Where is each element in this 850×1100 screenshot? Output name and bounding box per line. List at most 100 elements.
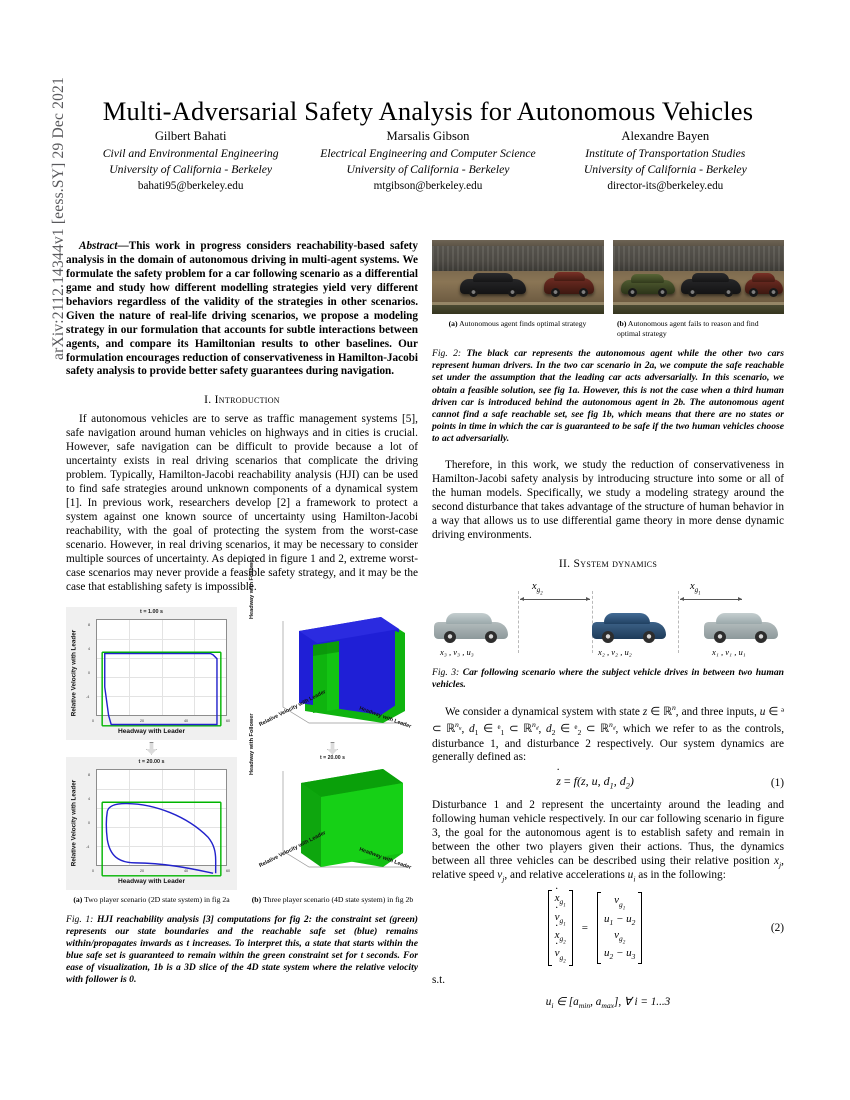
figure-1: t = 1.00 s Relative Velocity with Leader (66, 557, 418, 987)
system-dynamics-paragraph-2: Disturbance 1 and 2 represent the uncert… (432, 798, 784, 884)
gap-arrow-g1 (680, 596, 742, 601)
figure-2b-caption: (b) Autonomous agent fails to reason and… (613, 319, 784, 339)
equation-2-number: (2) (770, 922, 784, 934)
arrow-time-label: t = 20.00 s (320, 754, 345, 761)
subcap-text: Autonomous agent fails to reason and fin… (617, 319, 759, 338)
figure-3-diagram: x₃ , v₃ , u₃ x₂ , v₂ , u₂ x₁ , v₁ , u₁ x… (432, 577, 784, 663)
plot-zlabel: Headway with Follower (249, 713, 255, 775)
subcap-label: (a) (448, 319, 458, 328)
figure-2a-caption: (a) Autonomous agent finds optimal strat… (432, 319, 603, 339)
follower-vehicle (434, 622, 508, 643)
author-name: Marsalis Gibson (386, 129, 470, 143)
figure-1-caption: Fig. 1: HJI reachability analysis [3] co… (66, 914, 418, 987)
section-heading-system-dynamics: II. System dynamics (558, 557, 658, 570)
figure-1-number: Fig. 1: (66, 913, 94, 925)
equation-1-number: (1) (770, 776, 784, 789)
author-institution: University of California - Berkeley (583, 163, 747, 177)
plot-2d-t20: t = 20.00 s Relative Velocity with Leade… (66, 756, 237, 890)
plot-curves (101, 651, 222, 727)
author-department: Institute of Transportation Studies (585, 146, 746, 160)
figure-2-caption: Fig. 2: The black car represents the aut… (432, 348, 784, 445)
subcap-text: Three player scenario (4D state system) … (262, 894, 414, 904)
figure-3: x₃ , v₃ , u₃ x₂ , v₂ , u₂ x₁ , v₁ , u₁ x… (432, 577, 784, 691)
author-block: Alexandre Bayen Institute of Transportat… (547, 128, 784, 195)
figure-1a-caption: (a) Two player scenario (2D state system… (66, 895, 237, 905)
plot-curves (101, 801, 222, 877)
figure-2: (a) Autonomous agent finds optimal strat… (432, 240, 784, 445)
abstract-dash: — (117, 240, 129, 252)
subcap-label: (a) (73, 894, 83, 904)
introduction-paragraph: If autonomous vehicles are to serve as t… (66, 413, 418, 593)
plot-3d-t20: Headway with Follower Relative Velocity … (247, 713, 418, 881)
autonomous-agent-car (460, 279, 526, 297)
page-title: Multi-Adversarial Safety Analysis for Au… (102, 95, 754, 126)
figure-1-caption-text: HJI reachability analysis [3] computatio… (66, 913, 418, 986)
figure-2-subcaptions: (a) Autonomous agent finds optimal strat… (432, 319, 784, 339)
human-lead-car (744, 279, 783, 297)
down-arrow-icon (247, 740, 418, 757)
leader-vehicle-label: x₁ , v₁ , u₁ (712, 647, 746, 657)
follower-vehicle-label: x₃ , v₃ , u₃ (440, 647, 474, 657)
author-institution: University of California - Berkeley (346, 163, 510, 177)
plot-2d-t1: t = 1.00 s Relative Velocity with Leader (66, 606, 237, 740)
plot-ylabel: Relative Velocity with Leader (70, 779, 78, 867)
figure-1b-caption: (b) Three player scenario (4D state syst… (247, 895, 418, 905)
abstract-text: This work in progress considers reachabi… (66, 240, 418, 378)
author-email: director-its@berkeley.edu (607, 180, 724, 193)
human-lead-car (544, 278, 594, 297)
subject-to-label: s.t. (432, 973, 446, 986)
figure-2-number: Fig. 2: (432, 348, 462, 359)
equation-2-body: xg1 vg1 xg2 vg2 = vg1 u1 − u2 vg (432, 890, 758, 966)
subcap-text: Two player scenario (2D state system) in… (84, 894, 230, 904)
figure-2b-image (612, 240, 784, 314)
author-block: Marsalis Gibson Electrical Engineering a… (309, 128, 546, 195)
gap-arrow-g2 (520, 596, 590, 601)
equation-2-equals: = (581, 922, 588, 934)
equation-1-body: z = f(z, u, d1, d2) (432, 774, 758, 790)
equation-2-rhs-matrix: vg1 u1 − u2 vg2 u2 − u3 (596, 892, 643, 964)
author-block: Gilbert Bahati Civil and Environmental E… (72, 128, 309, 195)
subcap-label: (b) (617, 319, 627, 328)
plot-title: t = 1.00 s (140, 608, 163, 615)
gap-label-g1: xg1 (690, 581, 701, 597)
subject-vehicle-label: x₂ , v₂ , u₂ (598, 647, 632, 657)
author-institution: University of California - Berkeley (109, 163, 273, 177)
plot-3d-t1: Headway with Follower (247, 557, 418, 740)
author-list: Gilbert Bahati Civil and Environmental E… (72, 128, 784, 195)
plot-xlabel: Headway with Leader (117, 727, 186, 735)
author-name: Gilbert Bahati (154, 129, 227, 143)
system-dynamics-paragraph-1: We consider a dynamical system with stat… (432, 703, 785, 764)
author-email: mtgibson@berkeley.edu (373, 180, 483, 193)
author-email: bahati95@berkeley.edu (137, 180, 244, 193)
figure-3-caption-text: Car following scenario where the subject… (432, 667, 784, 691)
figure-2-caption-text: The black car represents the autonomous … (432, 348, 784, 445)
gap-label-g2: xg2 (532, 581, 543, 597)
figure-3-caption: Fig. 3: Car following scenario where the… (432, 667, 784, 691)
figure-2a-image (432, 240, 604, 314)
equation-2: xg1 vg1 xg2 vg2 = vg1 u1 − u2 vg (432, 890, 784, 966)
author-department: Electrical Engineering and Computer Scie… (320, 146, 536, 160)
plot-zlabel: Headway with Follower (249, 557, 255, 619)
subcap-label: (b) (251, 894, 262, 904)
plot-title: t = 20.00 s (138, 758, 165, 765)
right-column: (a) Autonomous agent finds optimal strat… (432, 240, 784, 1010)
abstract: Abstract—This work in progress considers… (66, 240, 418, 379)
plot-area (96, 618, 227, 727)
figure-1a-plots: t = 1.00 s Relative Velocity with Leader (66, 606, 237, 890)
figure-1b-plots: Headway with Follower (247, 557, 418, 890)
subject-vehicle (592, 622, 666, 643)
author-department: Civil and Environmental Engineering (102, 146, 279, 160)
plot-area (96, 768, 227, 877)
plot-xlabel: Headway with Leader (117, 877, 186, 885)
abstract-lead: Abstract (79, 240, 118, 252)
left-column: Abstract—This work in progress considers… (66, 240, 418, 987)
equation-constraint: ui ∈ [amin, amax], ∀ i = 1...3 (545, 995, 671, 1011)
down-arrow-icon (66, 740, 237, 757)
cube-graphic (282, 768, 407, 867)
autonomous-agent-car (680, 279, 741, 297)
equation-1: z = f(z, u, d1, d2) (1) (432, 774, 784, 790)
leader-vehicle (704, 622, 778, 643)
therefore-paragraph: Therefore, in this work, we study the re… (432, 459, 784, 542)
equation-2-lhs-matrix: xg1 vg1 xg2 vg2 (547, 890, 573, 966)
